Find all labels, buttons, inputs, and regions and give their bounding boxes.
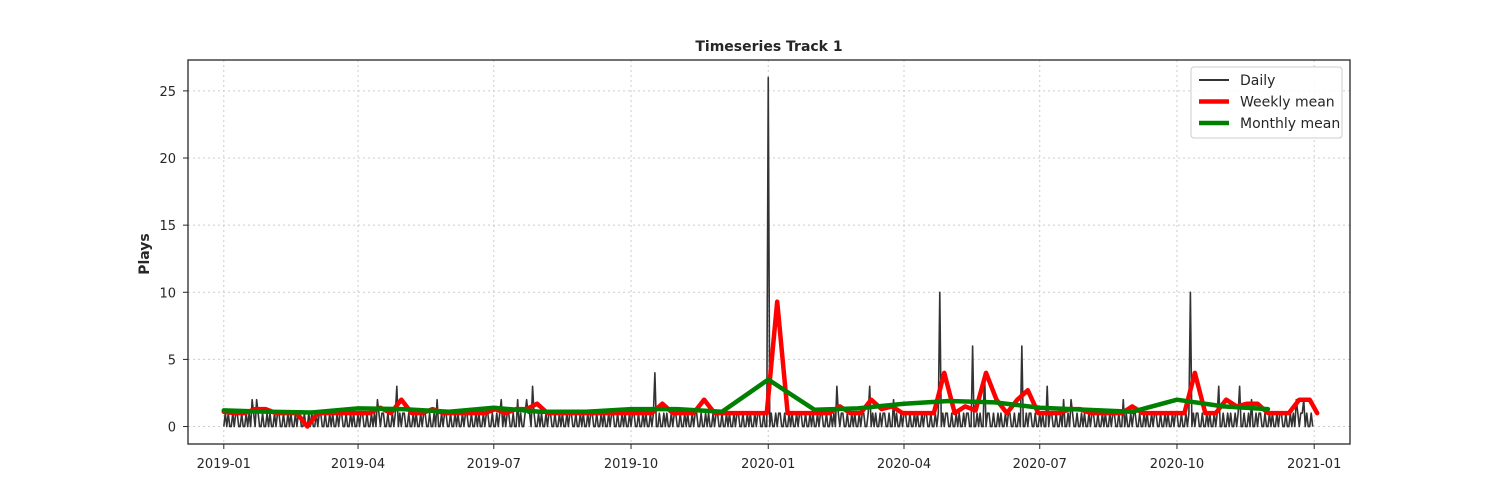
- x-axis-ticks: 2019-01 2019-04 2019-07 2019-10 2020-01 2020-…: [197, 444, 1341, 472]
- y-tick-label: 15: [159, 219, 176, 234]
- x-tick-label: 2019-07: [467, 457, 521, 472]
- x-tick-label: 2020-04: [877, 457, 931, 472]
- x-tick-label: 2019-01: [197, 457, 251, 472]
- x-tick-label: 2020-10: [1150, 457, 1204, 472]
- x-tick-label: 2021-01: [1287, 457, 1341, 472]
- y-tick-label: 5: [168, 353, 176, 368]
- y-tick-label: 20: [159, 152, 176, 167]
- monthly-mean-line: [221, 377, 1271, 415]
- y-tick-label: 25: [159, 85, 176, 100]
- y-tick-label: 0: [168, 421, 176, 436]
- legend-label: Monthly mean: [1240, 116, 1340, 132]
- chart-title: Timeseries Track 1: [695, 39, 842, 55]
- legend-box: [1190, 66, 1343, 139]
- y-tick-label: 10: [159, 286, 176, 301]
- x-tick-label: 2020-07: [1013, 457, 1067, 472]
- x-tick-label: 2019-10: [604, 457, 658, 472]
- legend: Daily Weekly mean Monthly mean: [1190, 66, 1343, 139]
- legend-label: Daily: [1240, 73, 1275, 89]
- legend-label: Weekly mean: [1240, 95, 1335, 111]
- plot-frame: [187, 59, 1351, 445]
- x-tick-label: 2020-01: [741, 457, 795, 472]
- y-axis-label: Plays: [137, 233, 153, 275]
- series-lines: [221, 76, 1320, 429]
- daily-series-line: [223, 76, 1314, 428]
- y-axis-ticks: 0 5 10 15 20 25: [159, 85, 188, 436]
- x-tick-label: 2019-04: [331, 457, 385, 472]
